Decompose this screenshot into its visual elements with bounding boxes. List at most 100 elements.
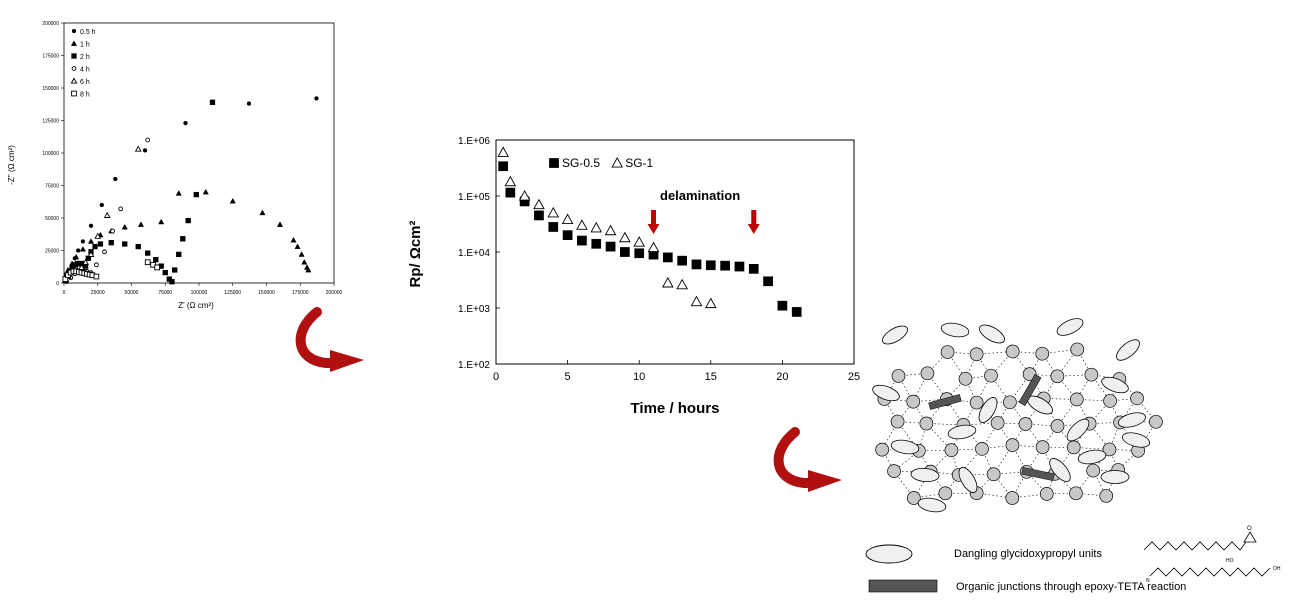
nyquist-point-1: [158, 218, 165, 225]
delamination-arrow-head-icon: [747, 224, 760, 234]
rp-point-sg05: [763, 276, 773, 287]
silicon-atom-icon: [944, 443, 959, 458]
nyquist-point-1: [202, 188, 209, 195]
nyquist-legend-label: 0.5 h: [80, 29, 96, 36]
nyquist-point-0: [142, 148, 148, 153]
silicon-atom-icon: [1050, 369, 1065, 384]
rp-point-sg05: [777, 300, 788, 311]
nyquist-x-tick-label: 75000: [158, 290, 172, 296]
legend-label-glycidoxypropyl: Dangling glycidoxypropyl units: [954, 548, 1102, 560]
silicon-atom-icon: [919, 416, 934, 431]
silicon-atom-icon: [875, 442, 890, 457]
silicon-atom-icon: [887, 464, 901, 479]
delamination-arrow-icon: [651, 210, 657, 225]
nyquist-plot-frame: [63, 22, 335, 284]
silicon-atom-icon: [984, 368, 998, 383]
rp-point-sg1: [497, 146, 509, 157]
rp-point-sg05: [534, 210, 544, 221]
silicon-atom-icon: [1069, 392, 1084, 407]
nyquist-point-0: [314, 96, 319, 101]
rp-x-axis-label: Time / hours: [631, 400, 720, 417]
rp-point-sg05: [620, 247, 630, 257]
rp-x-tick-label: 0: [493, 371, 499, 383]
nyquist-y-tick-label: 150000: [42, 86, 59, 92]
glycidoxypropyl-ellipse-icon: [917, 497, 947, 513]
nyquist-point-1: [79, 246, 86, 252]
silicon-atom-icon: [990, 416, 1005, 430]
silicon-atom-icon: [1005, 491, 1020, 505]
nyquist-legend-label: 4 h: [80, 67, 90, 74]
rp-point-sg1: [576, 219, 588, 230]
rp-legend-marker: [611, 157, 624, 168]
rp-y-axis-label: Rp/ Ωcm²: [407, 220, 424, 287]
nyquist-point-0: [88, 223, 94, 228]
nyquist-point-3: [102, 249, 107, 255]
nyquist-point-2: [169, 279, 175, 285]
delamination-arrow-icon: [751, 210, 757, 225]
teta-adduct-formula: [1149, 567, 1271, 577]
nyquist-point-1: [298, 251, 305, 257]
nyquist-point-0: [80, 239, 86, 244]
silicon-atom-icon: [1018, 417, 1033, 431]
glycidoxypropyl-ellipse-icon: [1101, 376, 1129, 394]
rp-point-sg1: [561, 213, 574, 225]
organic-junction-bar-icon: [1021, 466, 1055, 482]
rp-point-sg05: [734, 261, 745, 272]
rp-point-sg1: [504, 175, 517, 187]
glycidoxypropyl-ellipse-icon: [1100, 470, 1130, 484]
nyquist-point-1: [294, 243, 301, 249]
silicon-atom-icon: [1099, 489, 1114, 503]
glycidoxypropyl-ellipse-icon: [910, 468, 940, 482]
silicon-atom-icon: [1130, 391, 1144, 406]
nyquist-point-2: [108, 240, 114, 246]
delamination-arrow-head-icon: [647, 224, 660, 234]
nyquist-point-2: [135, 243, 141, 250]
rp-point-sg05: [662, 252, 673, 263]
nyquist-x-tick-label: 100000: [191, 290, 208, 296]
silicon-atom-icon: [938, 486, 953, 501]
organic-junction-bar-icon: [1018, 374, 1042, 406]
rp-point-sg1: [604, 224, 617, 236]
nyquist-point-4: [87, 250, 95, 257]
nyquist-x-tick-label: 175000: [292, 290, 309, 296]
structure-legend: Dangling glycidoxypropyl units Organic j…: [865, 526, 1281, 593]
nyquist-point-4: [82, 258, 90, 265]
nyquist-point-4: [94, 232, 102, 239]
nyquist-legend-label: 2 h: [80, 54, 90, 61]
nyquist-y-axis-label: -Z'' (Ω cm²): [7, 145, 16, 185]
silicon-atom-icon: [1149, 414, 1163, 429]
silicon-atom-icon: [1070, 342, 1085, 357]
rp-point-sg05: [705, 260, 716, 271]
nyquist-point-1: [175, 190, 182, 196]
nyquist-legend-marker: [71, 66, 77, 71]
rp-point-sg05: [548, 222, 559, 232]
silicon-atom-icon: [891, 369, 906, 383]
rp-point-sg05: [677, 255, 688, 266]
nyquist-y-tick-label: 200000: [42, 21, 59, 27]
silicon-atom-icon: [1035, 346, 1050, 361]
nyquist-point-0: [99, 202, 104, 208]
silicon-atom-icon: [1035, 440, 1050, 454]
rp-y-tick-label: 1.E+06: [458, 136, 490, 147]
rp-time-chart: 1.E+02 1.E+03 1.E+04 1.E+05 1.E+06 0 5 10 15 20 2…: [407, 136, 860, 417]
nyquist-point-3: [110, 228, 115, 234]
glycidoxypropyl-ellipse-icon: [882, 325, 908, 345]
formula-fragment-ho: HO: [1226, 558, 1234, 564]
glycidoxypropyl-ellipse-icon: [1121, 432, 1151, 448]
silicon-atom-icon: [1102, 442, 1117, 457]
silicon-atom-icon: [1039, 487, 1054, 501]
nyquist-point-3: [118, 206, 124, 212]
nyquist-point-2: [162, 269, 168, 276]
silicon-atom-icon: [1086, 463, 1101, 478]
nyquist-point-0: [246, 101, 252, 106]
glycidoxypropyl-ellipse-icon: [940, 322, 970, 338]
glycidoxypropyl-ellipse-icon: [890, 439, 920, 455]
organic-junction-bar-icon: [928, 394, 962, 410]
silicon-atom-icon: [975, 441, 989, 456]
rp-legend-marker: [549, 158, 559, 168]
silicon-atom-icon: [906, 491, 921, 505]
siloxane-bond: [1057, 349, 1078, 377]
silicon-atom-icon: [1084, 367, 1099, 382]
nyquist-point-1: [259, 209, 266, 216]
nyquist-point-1: [87, 238, 95, 244]
